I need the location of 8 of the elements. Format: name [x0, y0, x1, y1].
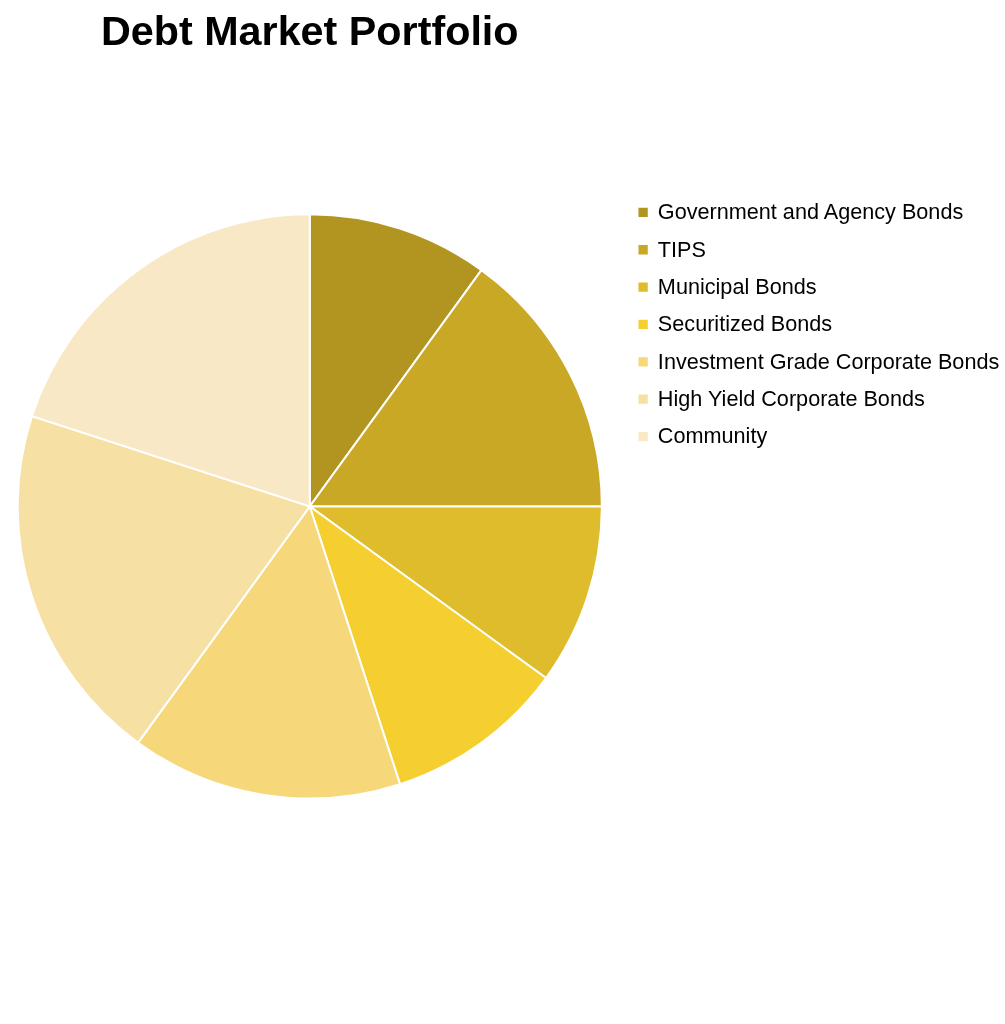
legend-label: Investment Grade Corporate Bonds: [657, 348, 1000, 374]
legend-label: Municipal Bonds: [657, 273, 817, 299]
legend-label: High Yield Corporate Bonds: [657, 386, 925, 412]
legend-label: TIPS: [657, 236, 706, 262]
legend-label: Community: [657, 423, 768, 449]
legend-label: Government and Agency Bonds: [657, 199, 964, 225]
chart-title: Debt Market Portfolio: [100, 8, 519, 55]
legend-label: Securitized Bonds: [657, 311, 833, 337]
